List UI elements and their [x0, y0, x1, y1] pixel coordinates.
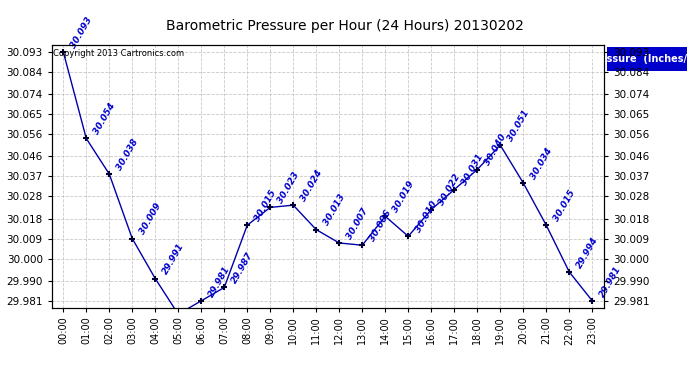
Text: 29.994: 29.994 — [575, 235, 600, 270]
Text: 30.093: 30.093 — [69, 15, 94, 50]
Text: Copyright 2013 Cartronics.com: Copyright 2013 Cartronics.com — [53, 49, 184, 58]
Text: 29.975: 29.975 — [0, 374, 1, 375]
Text: 30.006: 30.006 — [368, 209, 393, 243]
Text: 29.987: 29.987 — [230, 251, 255, 285]
Text: 30.013: 30.013 — [322, 193, 347, 228]
Text: 30.009: 30.009 — [138, 202, 163, 236]
Text: 30.034: 30.034 — [529, 146, 554, 181]
Text: 29.981: 29.981 — [598, 264, 623, 298]
Text: 30.040: 30.040 — [483, 133, 508, 167]
Text: 29.981: 29.981 — [207, 264, 232, 298]
Text: 30.015: 30.015 — [253, 189, 278, 223]
Text: 30.031: 30.031 — [460, 153, 485, 188]
Text: 30.010: 30.010 — [414, 200, 439, 234]
Text: 30.051: 30.051 — [506, 108, 531, 143]
Text: 30.007: 30.007 — [345, 206, 370, 241]
Text: 30.015: 30.015 — [552, 189, 577, 223]
Text: 30.023: 30.023 — [276, 171, 301, 205]
Text: Barometric Pressure per Hour (24 Hours) 20130202: Barometric Pressure per Hour (24 Hours) … — [166, 19, 524, 33]
Text: 29.991: 29.991 — [161, 242, 186, 276]
Text: 30.019: 30.019 — [391, 180, 416, 214]
Text: 30.024: 30.024 — [299, 168, 324, 203]
Text: 30.038: 30.038 — [115, 137, 140, 172]
Text: 30.022: 30.022 — [437, 173, 462, 207]
Text: 30.054: 30.054 — [92, 102, 117, 136]
Text: Pressure  (Inches/Hg): Pressure (Inches/Hg) — [588, 54, 690, 64]
